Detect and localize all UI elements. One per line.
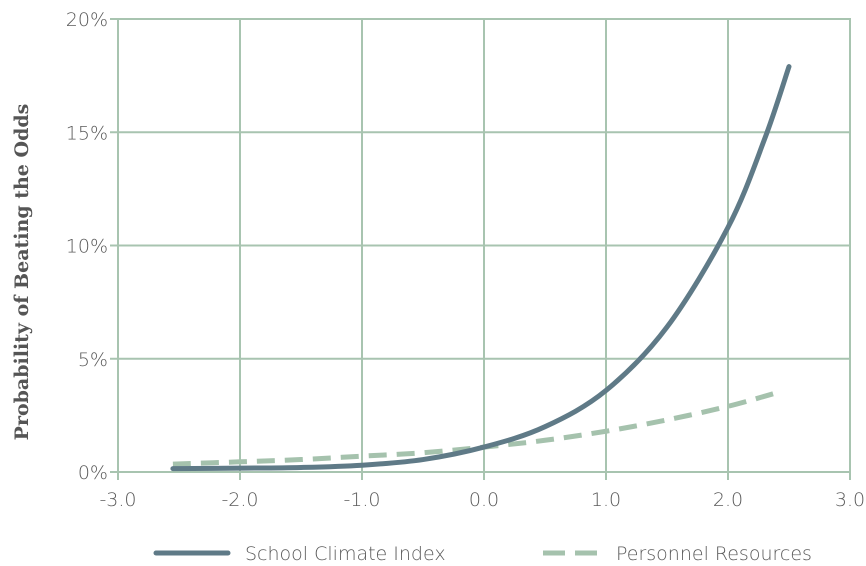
x-tick-label: -1.0 xyxy=(343,489,380,511)
legend-label: School Climate Index xyxy=(245,543,446,565)
plot-border xyxy=(117,18,851,473)
series-line-personnel-resources xyxy=(172,390,778,467)
y-tick-label: 5% xyxy=(78,349,108,371)
grid xyxy=(118,19,850,472)
series-lines xyxy=(170,64,792,472)
x-tick-label: 2.0 xyxy=(713,489,743,511)
x-tick-label: 3.0 xyxy=(835,489,865,511)
x-tick-label: -3.0 xyxy=(99,489,136,511)
x-tick-labels: -3.0 -2.0 -1.0 0.0 1.0 2.0 3.0 xyxy=(99,489,865,511)
y-tick-label: 10% xyxy=(66,236,108,258)
series-line-school-climate-index xyxy=(170,64,792,472)
x-tick-label: 0.0 xyxy=(469,489,499,511)
legend-label: Personnel Resources xyxy=(616,543,812,565)
x-tick-label: 1.0 xyxy=(591,489,621,511)
y-tick-label: 15% xyxy=(66,122,108,144)
legend: School Climate Index Personnel Resources xyxy=(153,543,812,565)
x-tick-label: -2.0 xyxy=(221,489,258,511)
y-tick-label: 20% xyxy=(66,9,108,31)
y-tick-label: 0% xyxy=(78,462,108,484)
axes xyxy=(110,18,851,480)
y-tick-labels: 0% 5% 10% 15% 20% xyxy=(66,9,108,484)
y-axis-label: Probability of Beating the Odds xyxy=(11,104,33,441)
